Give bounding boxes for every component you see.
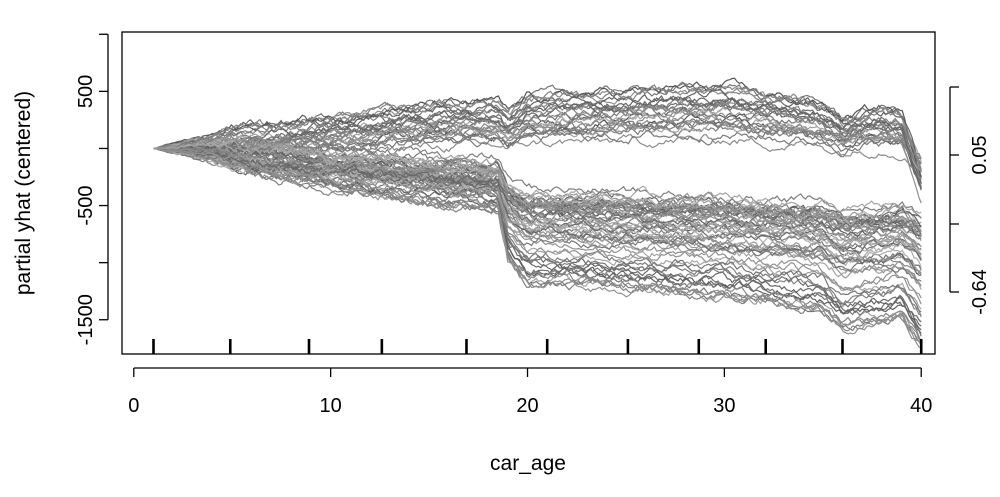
x-tick-label: 20 [516,395,538,417]
ice-curves [153,77,922,348]
ice-curve [153,140,922,318]
y-axis-title: partial yhat (centered) [12,91,35,295]
x-tick-label: 10 [320,395,342,417]
x-tick-label: 0 [128,395,139,417]
plot-frame [121,31,936,355]
ice-curve [153,147,922,237]
ice-curve [153,85,922,173]
x-tick-label: 30 [713,395,735,417]
ice-curve [153,93,922,190]
x-axis-title: car_age [490,452,566,475]
ice-curve [153,96,922,169]
x-axis: 0 10 20 30 40 [128,367,932,417]
ice-curve [153,147,922,252]
right-axis: -0.64 0.05 [949,86,991,315]
y-tick-label: -500 [75,186,97,226]
rug-marks [152,339,923,354]
ice-curve [153,147,922,342]
ice-curve [153,132,922,219]
x-tick-label: 40 [910,395,932,417]
y-tick-label: 500 [75,75,97,108]
ice-curve [153,147,922,274]
ice-curve [153,147,922,316]
ice-curve [153,147,922,346]
ice-curve [153,141,922,232]
right-tick-label: -0.64 [969,269,991,315]
y-tick-label: -1500 [75,294,97,345]
ice-curve [153,136,922,248]
y-axis: -1500 -500 500 [75,33,109,345]
ice-curve [153,147,922,271]
ice-curve [153,147,922,273]
right-tick-label: 0.05 [969,136,991,175]
ice-curve [153,147,922,255]
ice-curve [153,139,922,214]
ice-curve [153,88,922,173]
ice-curve [153,147,922,276]
